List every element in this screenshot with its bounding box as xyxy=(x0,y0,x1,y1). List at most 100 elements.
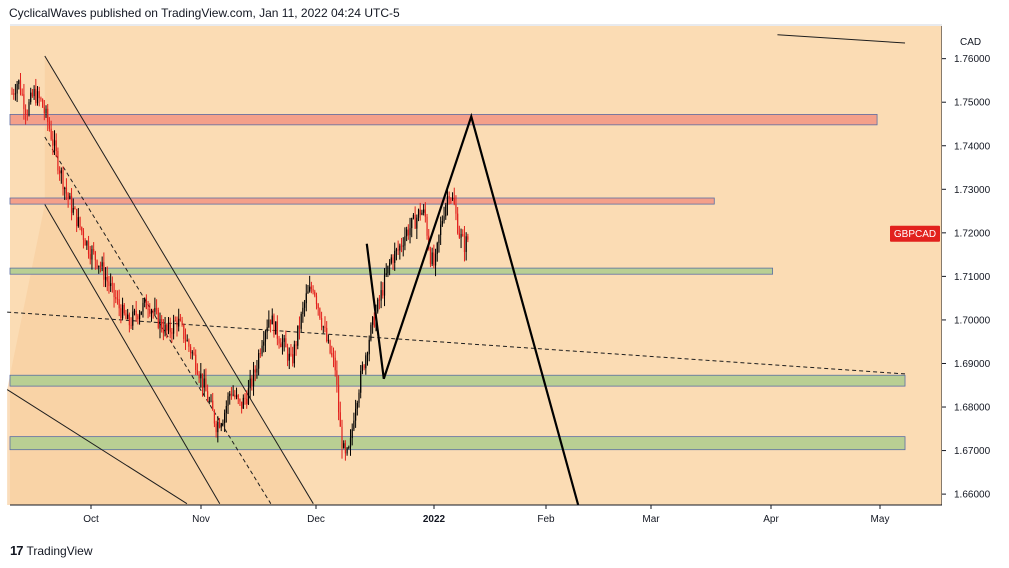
tradingview-logo-icon[interactable]: 17 xyxy=(10,543,24,558)
candle-body xyxy=(188,340,190,347)
candle-body xyxy=(18,80,20,85)
candle-body xyxy=(259,353,261,354)
candle-body xyxy=(412,214,415,219)
candle-body xyxy=(116,298,119,300)
candle-body xyxy=(446,196,449,205)
candle-body xyxy=(79,217,81,228)
candle-body xyxy=(208,400,210,402)
candle-body xyxy=(404,236,406,246)
candle-body xyxy=(232,394,234,396)
candle-body xyxy=(252,369,255,387)
candle-body xyxy=(48,121,51,129)
candle-body xyxy=(42,99,44,108)
candle-body xyxy=(322,326,324,328)
candle-body xyxy=(264,332,267,342)
candle-body xyxy=(280,343,282,348)
candle-body xyxy=(344,443,346,454)
candle-body xyxy=(162,329,164,334)
candle-body xyxy=(409,228,411,236)
candle-body xyxy=(191,352,193,354)
candle-body xyxy=(337,384,340,413)
candle-body xyxy=(235,395,238,398)
trend-lines xyxy=(6,34,906,505)
candle-body xyxy=(276,321,278,339)
candle-body xyxy=(326,327,328,341)
last-price-tag xyxy=(890,225,940,242)
candle-body xyxy=(161,318,163,330)
price-tick-label: 1.69000 xyxy=(954,359,991,370)
candle-body xyxy=(140,311,142,315)
candle-body xyxy=(154,307,156,312)
candle-body xyxy=(310,286,312,290)
candle-body xyxy=(327,340,329,342)
candle-body xyxy=(429,249,432,265)
candle-body xyxy=(271,315,273,325)
time-tick-label: Mar xyxy=(642,514,660,525)
candle-body xyxy=(458,233,460,238)
candle-body xyxy=(300,313,302,329)
candle-body xyxy=(220,424,222,428)
candle-body xyxy=(242,397,244,409)
candle-body xyxy=(178,318,180,327)
candle-body xyxy=(218,421,221,428)
candle-body xyxy=(254,369,256,373)
candle-body xyxy=(389,262,391,266)
candle-body xyxy=(334,357,336,371)
candle-body xyxy=(55,140,57,152)
candle-body xyxy=(392,257,394,263)
candle-body xyxy=(128,314,130,326)
candle-body xyxy=(457,213,459,234)
candle-body xyxy=(76,209,78,227)
candle-body xyxy=(358,392,360,403)
candle-body xyxy=(195,354,197,371)
candle-body xyxy=(57,151,59,171)
brand-name[interactable]: TradingView xyxy=(26,543,93,558)
candle-body xyxy=(94,251,96,261)
candle-body xyxy=(190,346,192,354)
candle-body xyxy=(166,324,168,331)
candle-body xyxy=(450,198,452,200)
candle-body xyxy=(387,265,389,274)
candle-body xyxy=(293,344,295,364)
candle-body xyxy=(416,217,418,229)
candle-body xyxy=(234,394,236,398)
resistance-zone xyxy=(9,113,878,126)
candle-body xyxy=(98,265,100,268)
price-axis[interactable]: 1.76000 1.75000 1.74000 1.73000 1.72000 1.710… xyxy=(942,37,991,501)
candle-body xyxy=(184,339,187,342)
candle-body xyxy=(383,274,386,296)
trend-line xyxy=(777,34,906,44)
candle-body xyxy=(227,396,229,406)
candle-body xyxy=(224,412,226,424)
candle-body xyxy=(84,239,86,246)
candle-body xyxy=(47,108,49,122)
candle-body xyxy=(356,402,358,409)
time-axis[interactable]: Oct Nov Dec 2022 Feb Mar Apr May xyxy=(83,505,889,525)
candle-body xyxy=(283,338,285,342)
candle-body xyxy=(106,276,108,282)
candle-body xyxy=(261,345,263,354)
last-price-symbol: GBPCAD xyxy=(894,229,936,240)
candle-body xyxy=(269,319,272,325)
candle-body xyxy=(145,298,147,309)
candle-body xyxy=(104,276,107,280)
candle-body xyxy=(249,378,251,389)
price-tick-label: 1.75000 xyxy=(954,98,991,109)
candle-body xyxy=(380,290,382,301)
trend-line xyxy=(44,55,314,504)
time-tick-label: Oct xyxy=(83,514,99,525)
price-tick-label: 1.72000 xyxy=(954,228,991,239)
candle-body xyxy=(378,299,381,301)
candle-body xyxy=(463,236,466,252)
candle-body xyxy=(390,257,392,263)
candle-body xyxy=(360,371,362,393)
price-tick-label: 1.70000 xyxy=(954,315,991,326)
price-tick-label: 1.67000 xyxy=(954,446,991,457)
candle-body xyxy=(123,304,125,314)
candle-body xyxy=(400,245,403,247)
candle-body xyxy=(366,354,369,356)
support-zone xyxy=(9,374,906,387)
candle-body xyxy=(278,338,280,344)
candle-body xyxy=(406,229,408,237)
